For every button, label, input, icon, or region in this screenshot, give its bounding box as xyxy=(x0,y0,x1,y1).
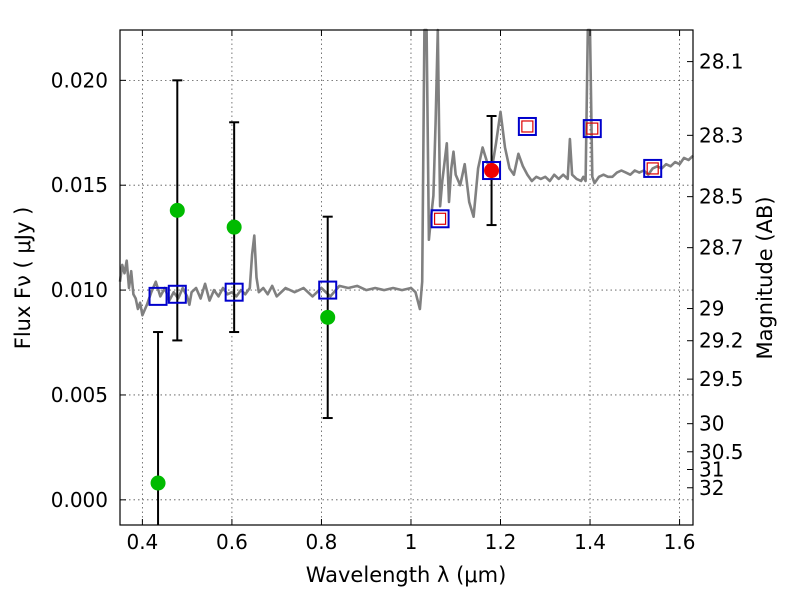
model-photometry-square xyxy=(224,282,244,302)
y2-axis-label: Magnitude (AB) xyxy=(753,196,777,359)
mag-tick-label: 28.1 xyxy=(699,50,744,74)
mag-tick-label: 29.5 xyxy=(699,367,744,391)
y-tick-label: 0.005 xyxy=(51,383,108,407)
model-photometry-square xyxy=(148,286,168,306)
mag-tick-label: 30 xyxy=(699,412,724,436)
model-photometry-square xyxy=(517,116,537,136)
y-axis-label: Flux Fν ( μJy ) xyxy=(11,207,35,350)
mag-tick-label: 30.5 xyxy=(699,440,744,464)
x-tick-label: 1.2 xyxy=(485,530,517,554)
model-photometry-square xyxy=(482,161,502,181)
upper-limit-square xyxy=(646,162,659,175)
y-tick-label: 0.020 xyxy=(51,68,108,92)
marks-layer xyxy=(148,79,663,525)
observed-point xyxy=(150,475,166,491)
mag-tick-label: 28.7 xyxy=(699,236,744,260)
y-tick-label: 0.015 xyxy=(51,173,108,197)
y-tick-label: 0.010 xyxy=(51,278,108,302)
spectrum-line xyxy=(118,28,694,317)
mag-tick-label: 29.2 xyxy=(699,329,744,353)
mag-tick-label: 32 xyxy=(699,476,724,500)
observed-point xyxy=(169,202,185,218)
model-photometry-square xyxy=(167,284,187,304)
model-photometry-square xyxy=(318,280,338,300)
mag-tick-label: 31 xyxy=(699,458,724,482)
model-photometry-square xyxy=(643,158,663,178)
mag-tick-label: 28.3 xyxy=(699,123,744,147)
x-tick-label: 0.8 xyxy=(306,530,338,554)
observed-point xyxy=(484,163,500,179)
upper-limit-square xyxy=(586,122,599,135)
x-tick-label: 1.6 xyxy=(664,530,696,554)
observed-point xyxy=(320,309,336,325)
x-tick-label: 0.6 xyxy=(216,530,248,554)
x-tick-label: 0.4 xyxy=(126,530,158,554)
x-axis-label: Wavelength λ (μm) xyxy=(306,563,507,587)
grid xyxy=(120,30,693,525)
observed-point xyxy=(226,219,242,235)
model-photometry-square xyxy=(430,209,450,229)
model-photometry-square xyxy=(582,119,602,139)
y-tick-label: 0.000 xyxy=(51,488,108,512)
upper-limit-square xyxy=(521,120,534,133)
mag-tick-label: 28.5 xyxy=(699,185,744,209)
plot-frame xyxy=(119,29,694,526)
upper-limit-square xyxy=(433,212,447,225)
spectrum-layer xyxy=(118,28,694,317)
mag-tick-label: 29 xyxy=(699,297,724,321)
x-tick-label: 1 xyxy=(405,530,418,554)
x-tick-label: 1.4 xyxy=(574,530,606,554)
axis-ticks: 0.4 0.6 0.8 1 1.2 1.4 1.6 0.000 0.005 0.010 0.015 0… xyxy=(51,30,744,554)
